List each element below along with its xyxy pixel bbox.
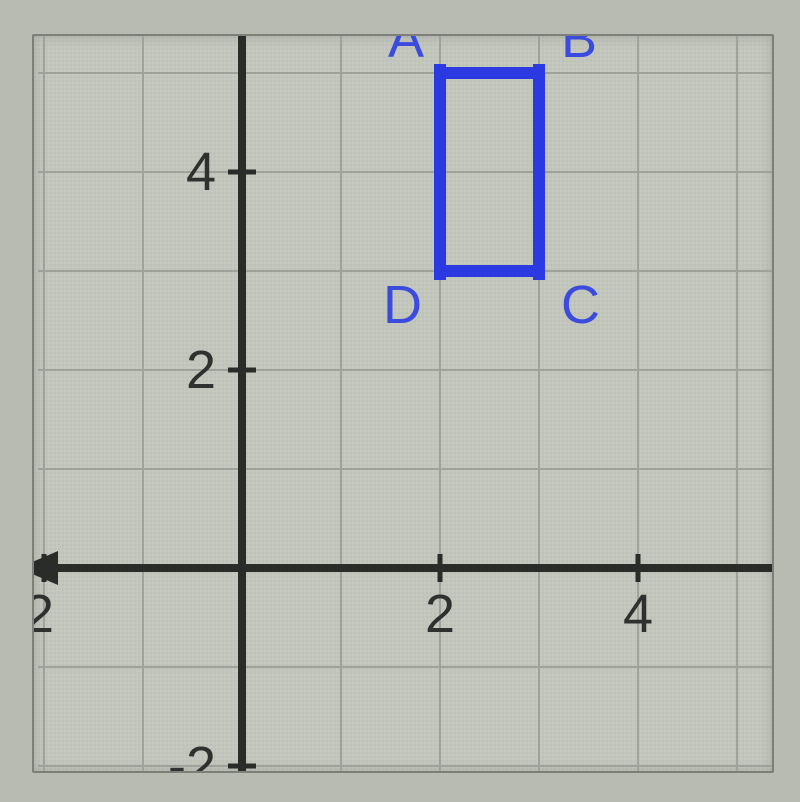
vertex-label-c: C bbox=[561, 275, 600, 335]
y-tick-label: 2 bbox=[186, 340, 216, 400]
x-tick-label: 4 bbox=[623, 584, 653, 644]
y-tick-label: 4 bbox=[186, 142, 216, 202]
vertex-label-d: D bbox=[383, 275, 422, 335]
vertex-label-b: B bbox=[561, 36, 597, 69]
x-tick-label: 2 bbox=[425, 584, 455, 644]
coordinate-plane: -2246-2246xy ABCD bbox=[34, 36, 772, 771]
graph-frame: -2246-2246xy ABCD bbox=[32, 34, 774, 773]
y-tick-label: -2 bbox=[168, 736, 216, 771]
x-tick-label: -2 bbox=[34, 584, 54, 644]
vertex-label-a: A bbox=[388, 36, 424, 69]
